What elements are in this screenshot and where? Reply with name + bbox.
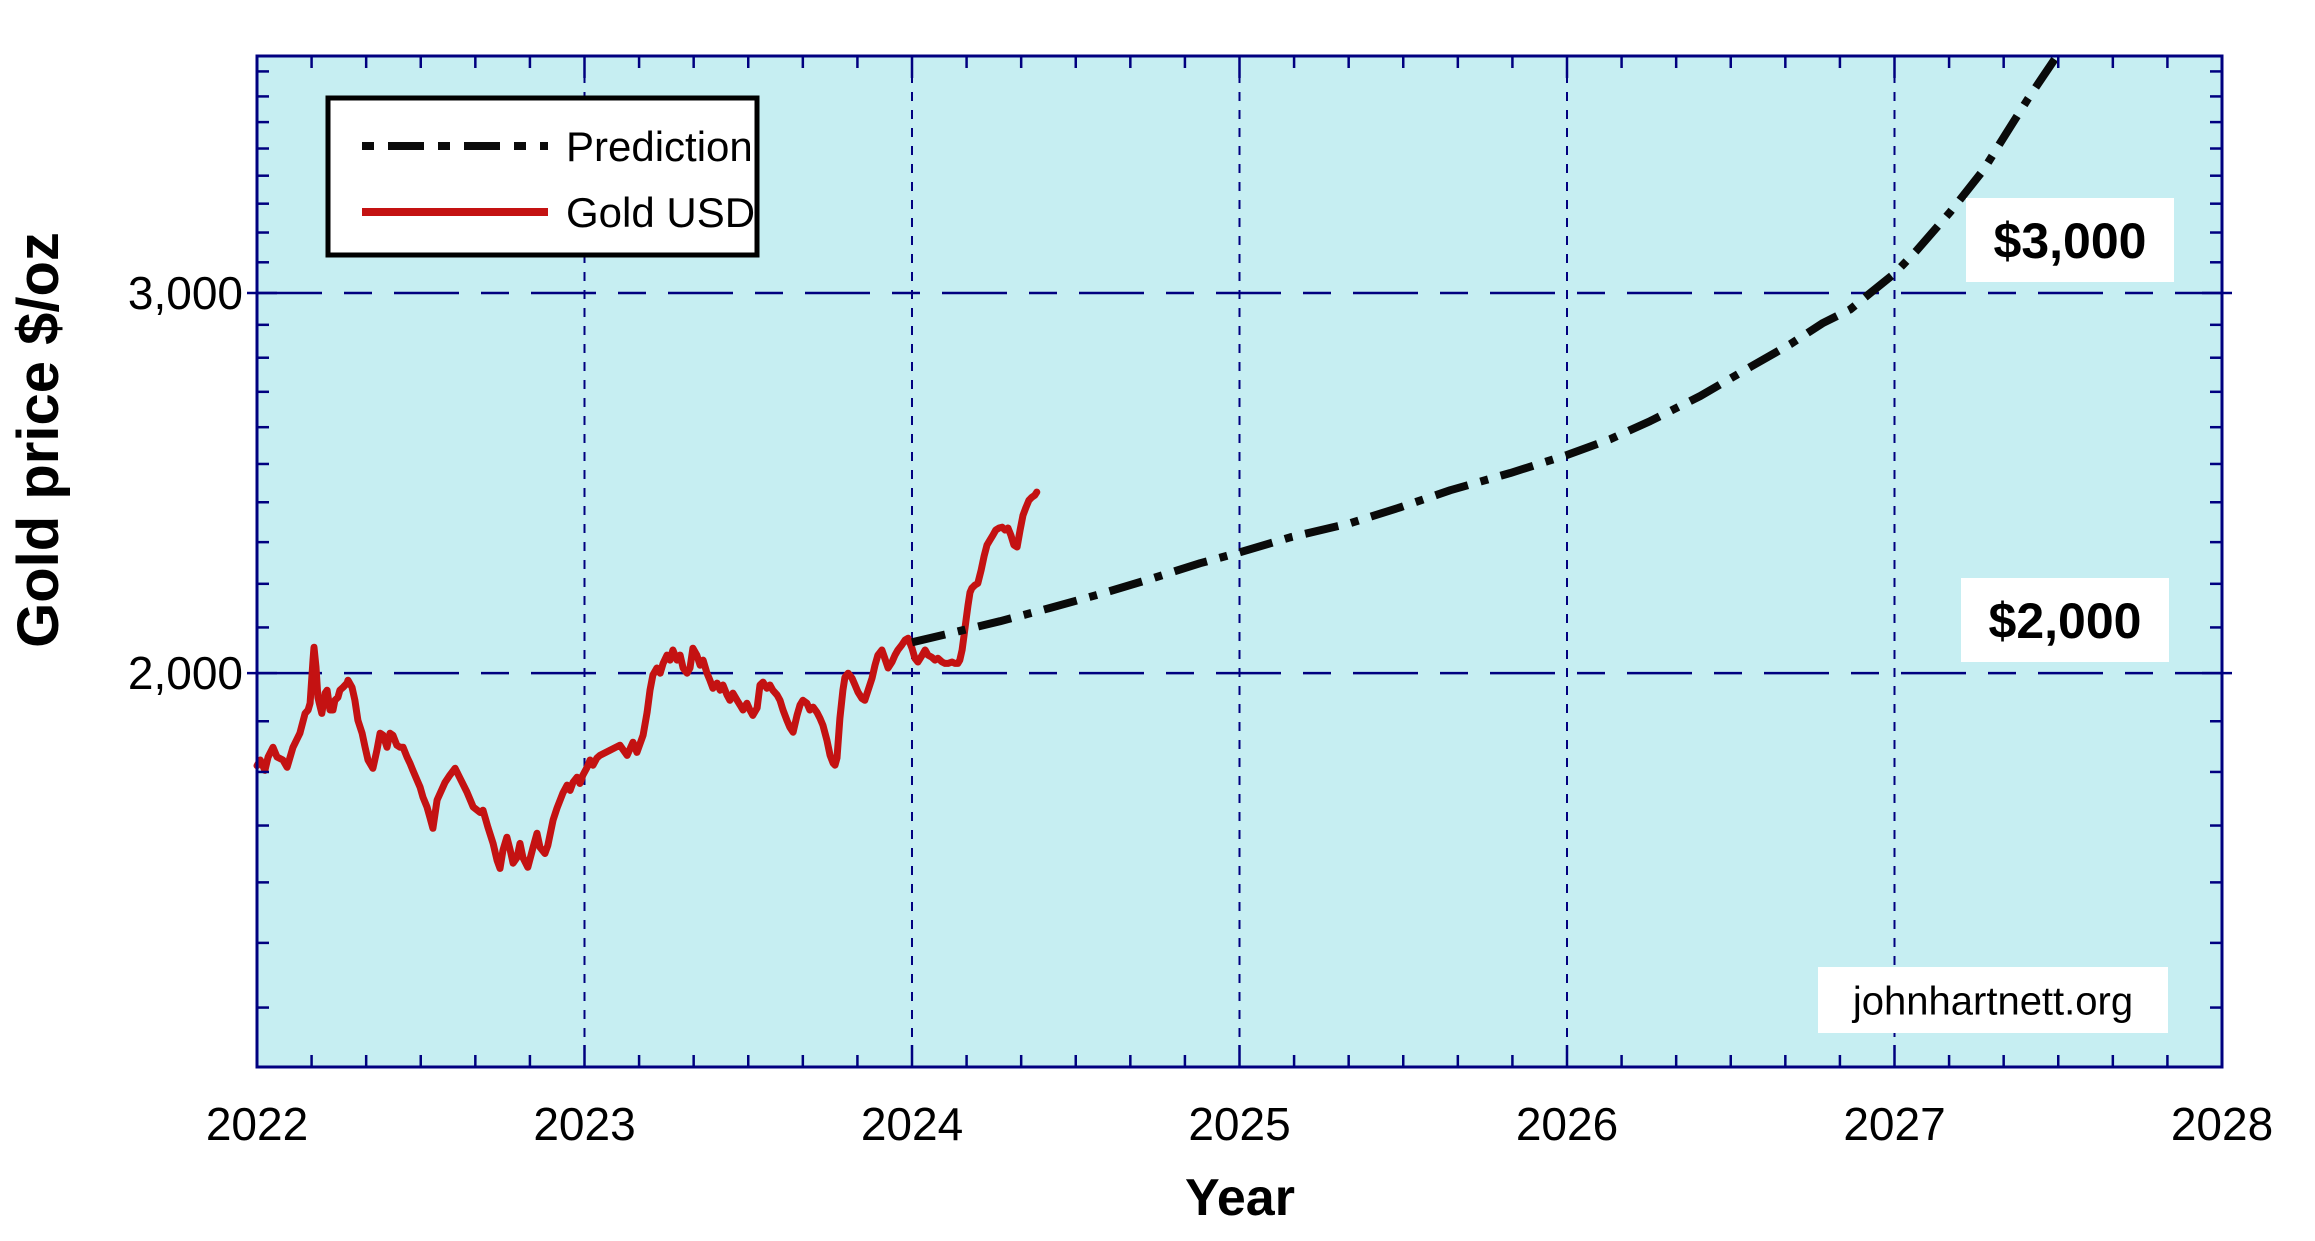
- annotation-label-0: $3,000: [1994, 213, 2147, 269]
- plot-frame: [255, 54, 2224, 1069]
- x-tick-label-2028: 2028: [2171, 1098, 2273, 1150]
- legend-box: [325, 95, 760, 258]
- annotation-box-0: [1966, 198, 2174, 282]
- x-tick-label-2023: 2023: [533, 1098, 635, 1150]
- x-tick-label-2026: 2026: [1516, 1098, 1618, 1150]
- legend-label-prediction: Prediction: [566, 123, 753, 170]
- annotation-box-2: [1818, 967, 2168, 1033]
- annotation-label-1: $2,000: [1989, 593, 2142, 649]
- legend: Prediction Gold USD: [325, 95, 760, 258]
- gold-usd-line: [253, 488, 1041, 872]
- x-tick-label-2025: 2025: [1188, 1098, 1290, 1150]
- x-tick-label-2024: 2024: [861, 1098, 963, 1150]
- x-tick-label-2027: 2027: [1843, 1098, 1945, 1150]
- tick-labels: 2022 2023 2024 2025 2026 2027 2028 2,000 3,000: [128, 267, 2273, 1150]
- legend-label-gold: Gold USD: [566, 189, 755, 236]
- y-axis-title: Gold price $/oz: [6, 232, 71, 648]
- prediction-line: [911, 53, 2061, 647]
- x-tick-label-2022: 2022: [206, 1098, 308, 1150]
- x-axis-title: Year: [1185, 1169, 1295, 1227]
- annotations: $3,000 $2,000 johnhartnett.org: [1818, 198, 2174, 1033]
- annotation-box-1: [1961, 578, 2169, 662]
- data-series: [253, 53, 2061, 872]
- watermark-label: johnhartnett.org: [1852, 979, 2133, 1023]
- y-tick-label-3000: 3,000: [128, 267, 243, 319]
- y-tick-label-2000: 2,000: [128, 647, 243, 699]
